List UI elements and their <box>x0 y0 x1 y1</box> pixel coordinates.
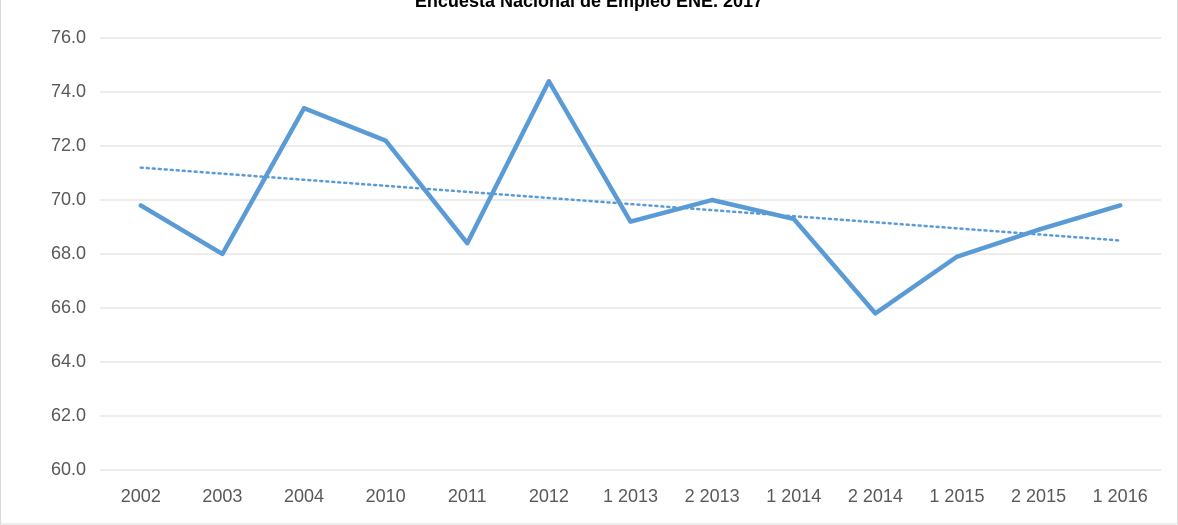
y-tick-label: 64.0 <box>51 351 86 371</box>
x-tick-label: 2012 <box>529 486 569 506</box>
x-tick-label: 2 2014 <box>848 486 903 506</box>
x-tick-label: 2010 <box>366 486 406 506</box>
y-tick-label: 74.0 <box>51 81 86 101</box>
y-tick-label: 72.0 <box>51 135 86 155</box>
x-tick-label: 2003 <box>202 486 242 506</box>
x-tick-label: 2 2013 <box>685 486 740 506</box>
chart-title: Encuesta Nacional de Empleo ENE. 2017 <box>415 0 763 11</box>
x-tick-label: 1 2014 <box>766 486 821 506</box>
y-tick-label: 66.0 <box>51 297 86 317</box>
x-tick-label: 1 2013 <box>603 486 658 506</box>
x-tick-label: 2011 <box>448 486 487 506</box>
x-tick-label: 2002 <box>121 486 161 506</box>
y-tick-label: 68.0 <box>51 243 86 263</box>
trendline <box>139 166 1122 242</box>
y-tick-label: 62.0 <box>51 405 86 425</box>
y-tick-label: 76.0 <box>51 27 86 47</box>
y-tick-label: 70.0 <box>51 189 86 209</box>
x-tick-label: 1 2015 <box>929 486 984 506</box>
y-tick-label: 60.0 <box>51 459 86 479</box>
x-tick-label: 1 2016 <box>1093 486 1148 506</box>
x-tick-label: 2004 <box>284 486 324 506</box>
data-line <box>138 78 1123 316</box>
x-tick-label: 2 2015 <box>1011 486 1066 506</box>
